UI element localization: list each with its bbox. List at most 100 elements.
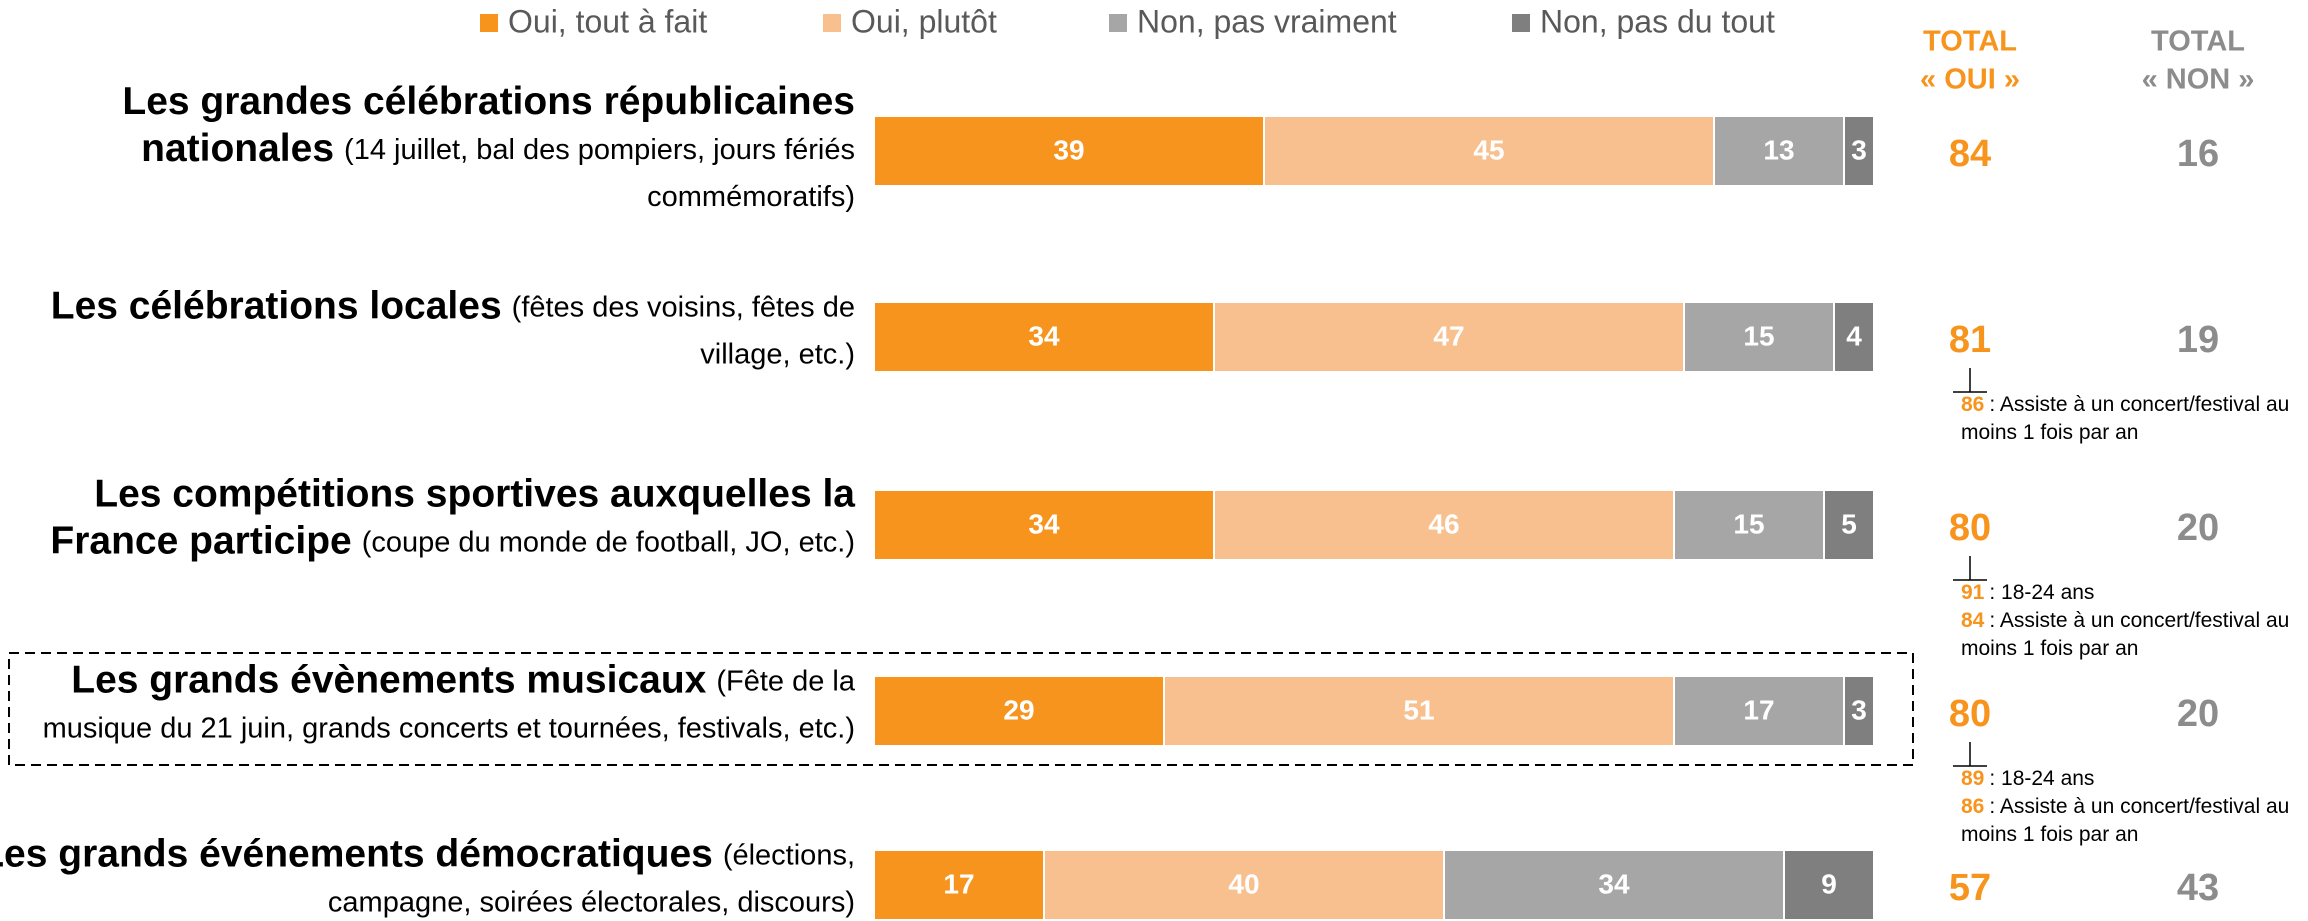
category-label: campagne, soirées électorales, discours)	[328, 886, 855, 918]
note-value: 86	[1961, 393, 1984, 416]
category-detail: (coupe du monde de football, JO, etc.)	[362, 526, 855, 558]
note: moins 1 fois par an	[1961, 823, 2138, 846]
bar-segment	[1673, 489, 1825, 561]
bar-value-label: 51	[1403, 694, 1434, 725]
bar-value-label: 34	[1028, 508, 1060, 539]
legend-swatch	[1512, 14, 1530, 32]
bar-segment	[873, 489, 1215, 561]
bar-segment	[1263, 115, 1715, 187]
total-value: 80	[1949, 693, 1991, 735]
category-title: Les grandes célébrations républicaines	[122, 80, 855, 123]
bar-segment	[1673, 675, 1845, 747]
legend-label: Oui, plutôt	[851, 3, 997, 39]
note-text: moins 1 fois par an	[1961, 421, 2138, 444]
total-value: 57	[1949, 867, 1991, 909]
category-detail: campagne, soirées électorales, discours)	[328, 886, 855, 918]
category-title: France participe	[50, 520, 351, 563]
category-detail: village, etc.)	[700, 338, 855, 370]
category-label: village, etc.)	[700, 338, 855, 370]
bar-value-label: 17	[943, 868, 974, 899]
total-value: 84	[1949, 133, 1991, 175]
bar-segment	[1783, 849, 1875, 921]
bar-segment	[873, 115, 1265, 187]
legend-swatch	[1109, 14, 1127, 32]
category-title: Les compétitions sportives auxquelles la	[94, 473, 855, 516]
bar-value-label: 15	[1743, 320, 1774, 351]
category-detail: (fêtes des voisins, fêtes de	[512, 291, 855, 323]
category-detail: musique du 21 juin, grands concerts et t…	[43, 712, 855, 744]
highlight-box	[8, 652, 1914, 766]
note-text: : Assiste à un concert/festival au	[1989, 795, 2289, 818]
category-detail: (élections,	[723, 839, 855, 871]
category-label: nationales (14 juillet, bal des pompiers,…	[141, 127, 855, 170]
bar-value-label: 9	[1821, 868, 1837, 899]
note-value: 89	[1961, 767, 1984, 790]
legend-label: Non, pas du tout	[1540, 3, 1775, 39]
note: 84: Assiste à un concert/festival au	[1961, 609, 2289, 632]
bar-segment	[1443, 849, 1785, 921]
note-text: moins 1 fois par an	[1961, 823, 2138, 846]
total-header: « OUI »	[1920, 64, 2020, 96]
category-label: France participe (coupe du monde de footb…	[50, 520, 855, 563]
category-title: Les célébrations locales	[51, 285, 502, 328]
bar-value-label: 13	[1763, 134, 1794, 165]
category-title: Les grands événements démocratiques	[0, 833, 713, 876]
bar-value-label: 15	[1733, 508, 1764, 539]
note-value: 91	[1961, 581, 1985, 604]
category-label: Les compétitions sportives auxquelles la	[94, 473, 855, 516]
total-header: « NON »	[2142, 64, 2255, 96]
bar-value-label: 46	[1428, 508, 1459, 539]
note: 86: Assiste à un concert/festival au	[1961, 795, 2289, 818]
category-label: Les grandes célébrations républicaines	[122, 80, 855, 123]
bar-segment	[1043, 849, 1445, 921]
bar-value-label: 45	[1473, 134, 1504, 165]
note-value: 84	[1961, 609, 1985, 632]
bar-segment	[873, 675, 1165, 747]
bar-segment	[1163, 675, 1675, 747]
note-text: : 18-24 ans	[1989, 767, 2094, 790]
category-detail: (Fête de la	[716, 665, 855, 697]
bar-value-label: 4	[1846, 320, 1862, 351]
note-text: : Assiste à un concert/festival au	[1989, 609, 2289, 632]
total-value: 20	[2177, 693, 2219, 735]
note: moins 1 fois par an	[1961, 421, 2138, 444]
bar-segment	[873, 849, 1045, 921]
category-detail: commémoratifs)	[647, 181, 855, 213]
total-value: 43	[2177, 867, 2219, 909]
legend-label: Non, pas vraiment	[1137, 3, 1397, 39]
bar-value-label: 47	[1433, 320, 1464, 351]
bar-value-label: 3	[1851, 694, 1867, 725]
bar-value-label: 29	[1003, 694, 1034, 725]
category-label: musique du 21 juin, grands concerts et t…	[43, 712, 855, 744]
bar-value-label: 39	[1053, 134, 1084, 165]
category-title: Les grands évènements musicaux	[71, 659, 706, 702]
note: 89: 18-24 ans	[1961, 767, 2094, 790]
note-text: : 18-24 ans	[1989, 581, 2094, 604]
note-value: 86	[1961, 795, 1984, 818]
bar-value-label: 17	[1743, 694, 1774, 725]
bar-value-label: 34	[1598, 868, 1630, 899]
total-value: 19	[2177, 319, 2219, 361]
total-value: 81	[1949, 319, 1991, 361]
bar-value-label: 3	[1851, 134, 1867, 165]
legend-swatch	[480, 14, 498, 32]
bar-segment	[1683, 301, 1835, 373]
total-header: TOTAL	[2151, 26, 2245, 58]
bar-segment	[1823, 489, 1875, 561]
category-title: nationales	[141, 127, 334, 170]
bar-value-label: 40	[1228, 868, 1259, 899]
category-label: Les célébrations locales (fêtes des voisi…	[51, 285, 855, 328]
total-value: 20	[2177, 507, 2219, 549]
category-label: commémoratifs)	[647, 181, 855, 213]
bar-segment	[1833, 301, 1875, 373]
bar-value-label: 5	[1841, 508, 1857, 539]
total-value: 16	[2177, 133, 2219, 175]
total-value: 80	[1949, 507, 1991, 549]
bar-segment	[1213, 301, 1685, 373]
note: 86: Assiste à un concert/festival au	[1961, 393, 2289, 416]
note: moins 1 fois par an	[1961, 637, 2138, 660]
legend-swatch	[823, 14, 841, 32]
note-text: moins 1 fois par an	[1961, 637, 2138, 660]
